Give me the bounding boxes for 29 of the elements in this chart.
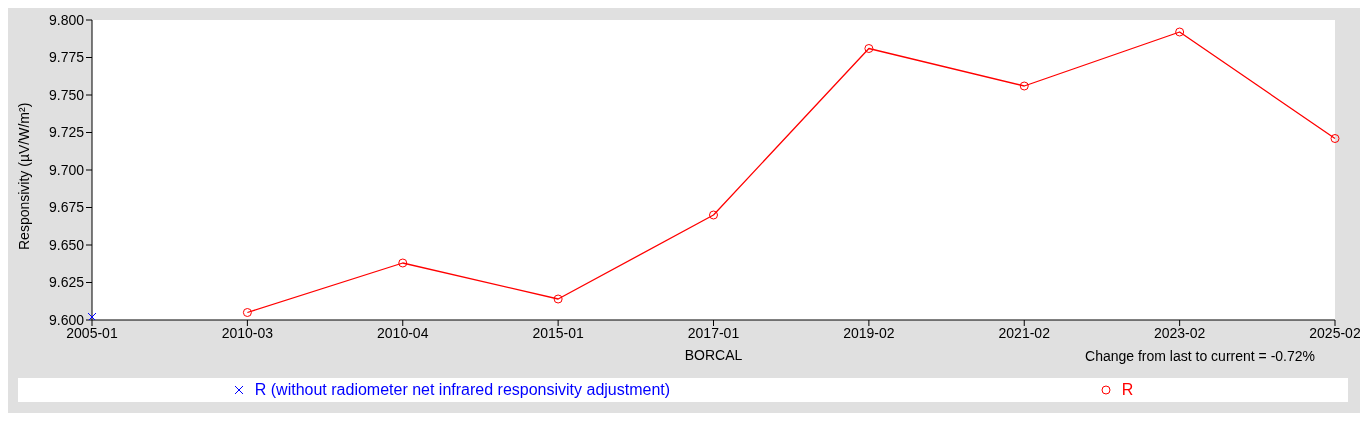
point <box>1019 81 1029 91</box>
y-tick-label: 9.650 <box>48 236 85 253</box>
x-tick-label: 2019-02 <box>843 324 895 341</box>
x-tick-label: 2010-03 <box>221 324 274 341</box>
y-tick-label: 9.725 <box>48 124 85 141</box>
x-tick-label: 2023-02 <box>1153 324 1206 341</box>
point <box>709 210 718 220</box>
y-tick-label: 9.625 <box>48 274 85 291</box>
y-tick-label: 9.700 <box>48 161 85 178</box>
x-tick-label: 2017-01 <box>687 324 740 341</box>
x-tick-label: 2025-02 <box>1309 324 1361 341</box>
y-tick-label: 9.800 <box>48 11 85 28</box>
x-tick-label: 2021-02 <box>998 324 1051 341</box>
y-tick-label: 9.775 <box>48 49 85 66</box>
legend-label: R (without radiometer net infrared responsivity adjustment) <box>254 381 671 399</box>
x-tick-label: 2015-01 <box>532 324 585 341</box>
y-axis-title: Responsivity (µV/W/m²) <box>15 102 32 250</box>
point <box>553 294 563 304</box>
y-tick-label: 9.750 <box>48 86 85 103</box>
x-axis-title: BORCAL <box>684 347 743 363</box>
point <box>242 308 252 317</box>
legend-label: R <box>1121 381 1134 399</box>
point <box>1175 27 1185 37</box>
y-tick-label: 9.675 <box>48 199 85 216</box>
x-tick-label: 2010-04 <box>377 324 429 341</box>
text: Change from last to current = -0.72% <box>1085 348 1315 364</box>
point <box>864 44 874 53</box>
point <box>398 258 408 268</box>
point <box>1330 134 1340 143</box>
